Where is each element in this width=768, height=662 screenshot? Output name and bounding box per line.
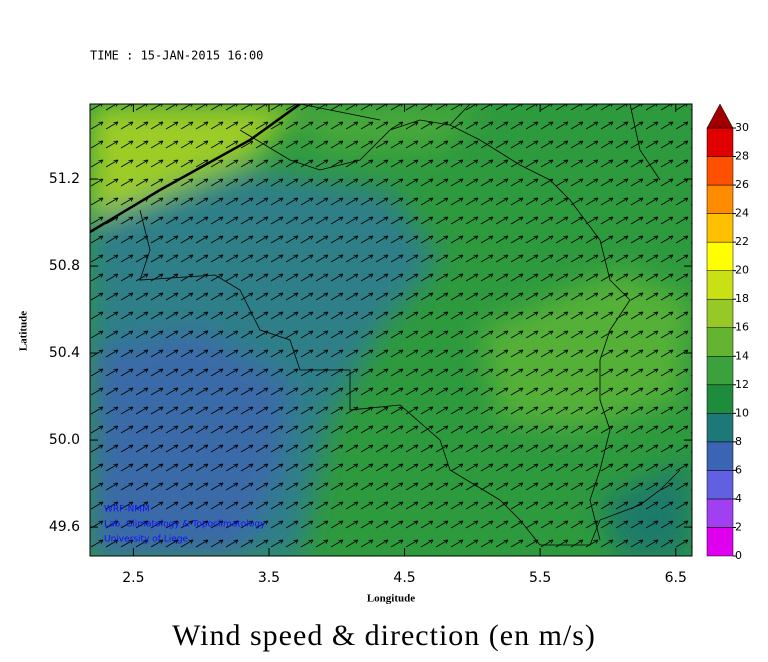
colorbar-segment (706, 413, 734, 443)
y-tick-label: 50.0 (49, 432, 80, 448)
colorbar-segment (706, 441, 734, 471)
wind-field (90, 104, 692, 556)
colorbar-segment (706, 156, 734, 186)
colorbar-label: 0 (735, 549, 742, 562)
y-axis-label: Latitude (18, 311, 30, 351)
chart-title: Wind speed & direction (en m/s) (172, 619, 596, 652)
x-tick-label: 2.5 (122, 570, 144, 586)
x-axis-label: Longitude (367, 593, 415, 605)
colorbar-label: 6 (735, 463, 742, 476)
colorbar-segment (706, 498, 734, 528)
colorbar-label: 30 (735, 121, 749, 134)
time-label: TIME : 15-JAN-2015 16:00 (90, 49, 263, 63)
credit-text: University of Liege (104, 535, 189, 545)
credit-text: WRF-NMM (104, 505, 150, 515)
plot-frame (89, 103, 693, 557)
colorbar-segment (706, 184, 734, 214)
colorbar-segment (706, 327, 734, 357)
colorbar-label: 14 (735, 349, 749, 362)
y-tick-label: 51.2 (49, 171, 80, 187)
colorbar-extension (706, 103, 734, 129)
colorbar-label: 10 (735, 406, 749, 419)
colorbar-segment (706, 213, 734, 243)
x-tick-label: 5.5 (529, 570, 551, 586)
colorbar-segment (706, 470, 734, 500)
credit-text: Lab. Climatology & Topoclimatology (104, 520, 266, 530)
x-tick-label: 4.5 (393, 570, 415, 586)
colorbar-segment (706, 127, 734, 157)
colorbar-label: 20 (735, 264, 749, 277)
colorbar-label: 22 (735, 235, 749, 248)
colorbar-segment (706, 270, 734, 300)
colorbar-label: 2 (735, 520, 742, 533)
colorbar-label: 18 (735, 292, 749, 305)
x-tick-label: 6.5 (665, 570, 687, 586)
colorbar-segment (706, 527, 734, 557)
y-tick-label: 50.4 (49, 345, 80, 361)
x-tick-label: 3.5 (258, 570, 280, 586)
colorbar-segment (706, 384, 734, 414)
colorbar-label: 16 (735, 321, 749, 334)
colorbar-label: 24 (735, 207, 749, 220)
colorbar-label: 8 (735, 435, 742, 448)
colorbar-label: 26 (735, 178, 749, 191)
colorbar-label: 12 (735, 378, 749, 391)
colorbar-segment (706, 356, 734, 386)
colorbar-segment (706, 298, 734, 328)
y-tick-label: 49.6 (49, 519, 80, 535)
colorbar-label: 4 (735, 492, 742, 505)
colorbar-label: 28 (735, 150, 749, 163)
y-tick-label: 50.8 (49, 258, 80, 274)
colorbar-segment (706, 241, 734, 271)
